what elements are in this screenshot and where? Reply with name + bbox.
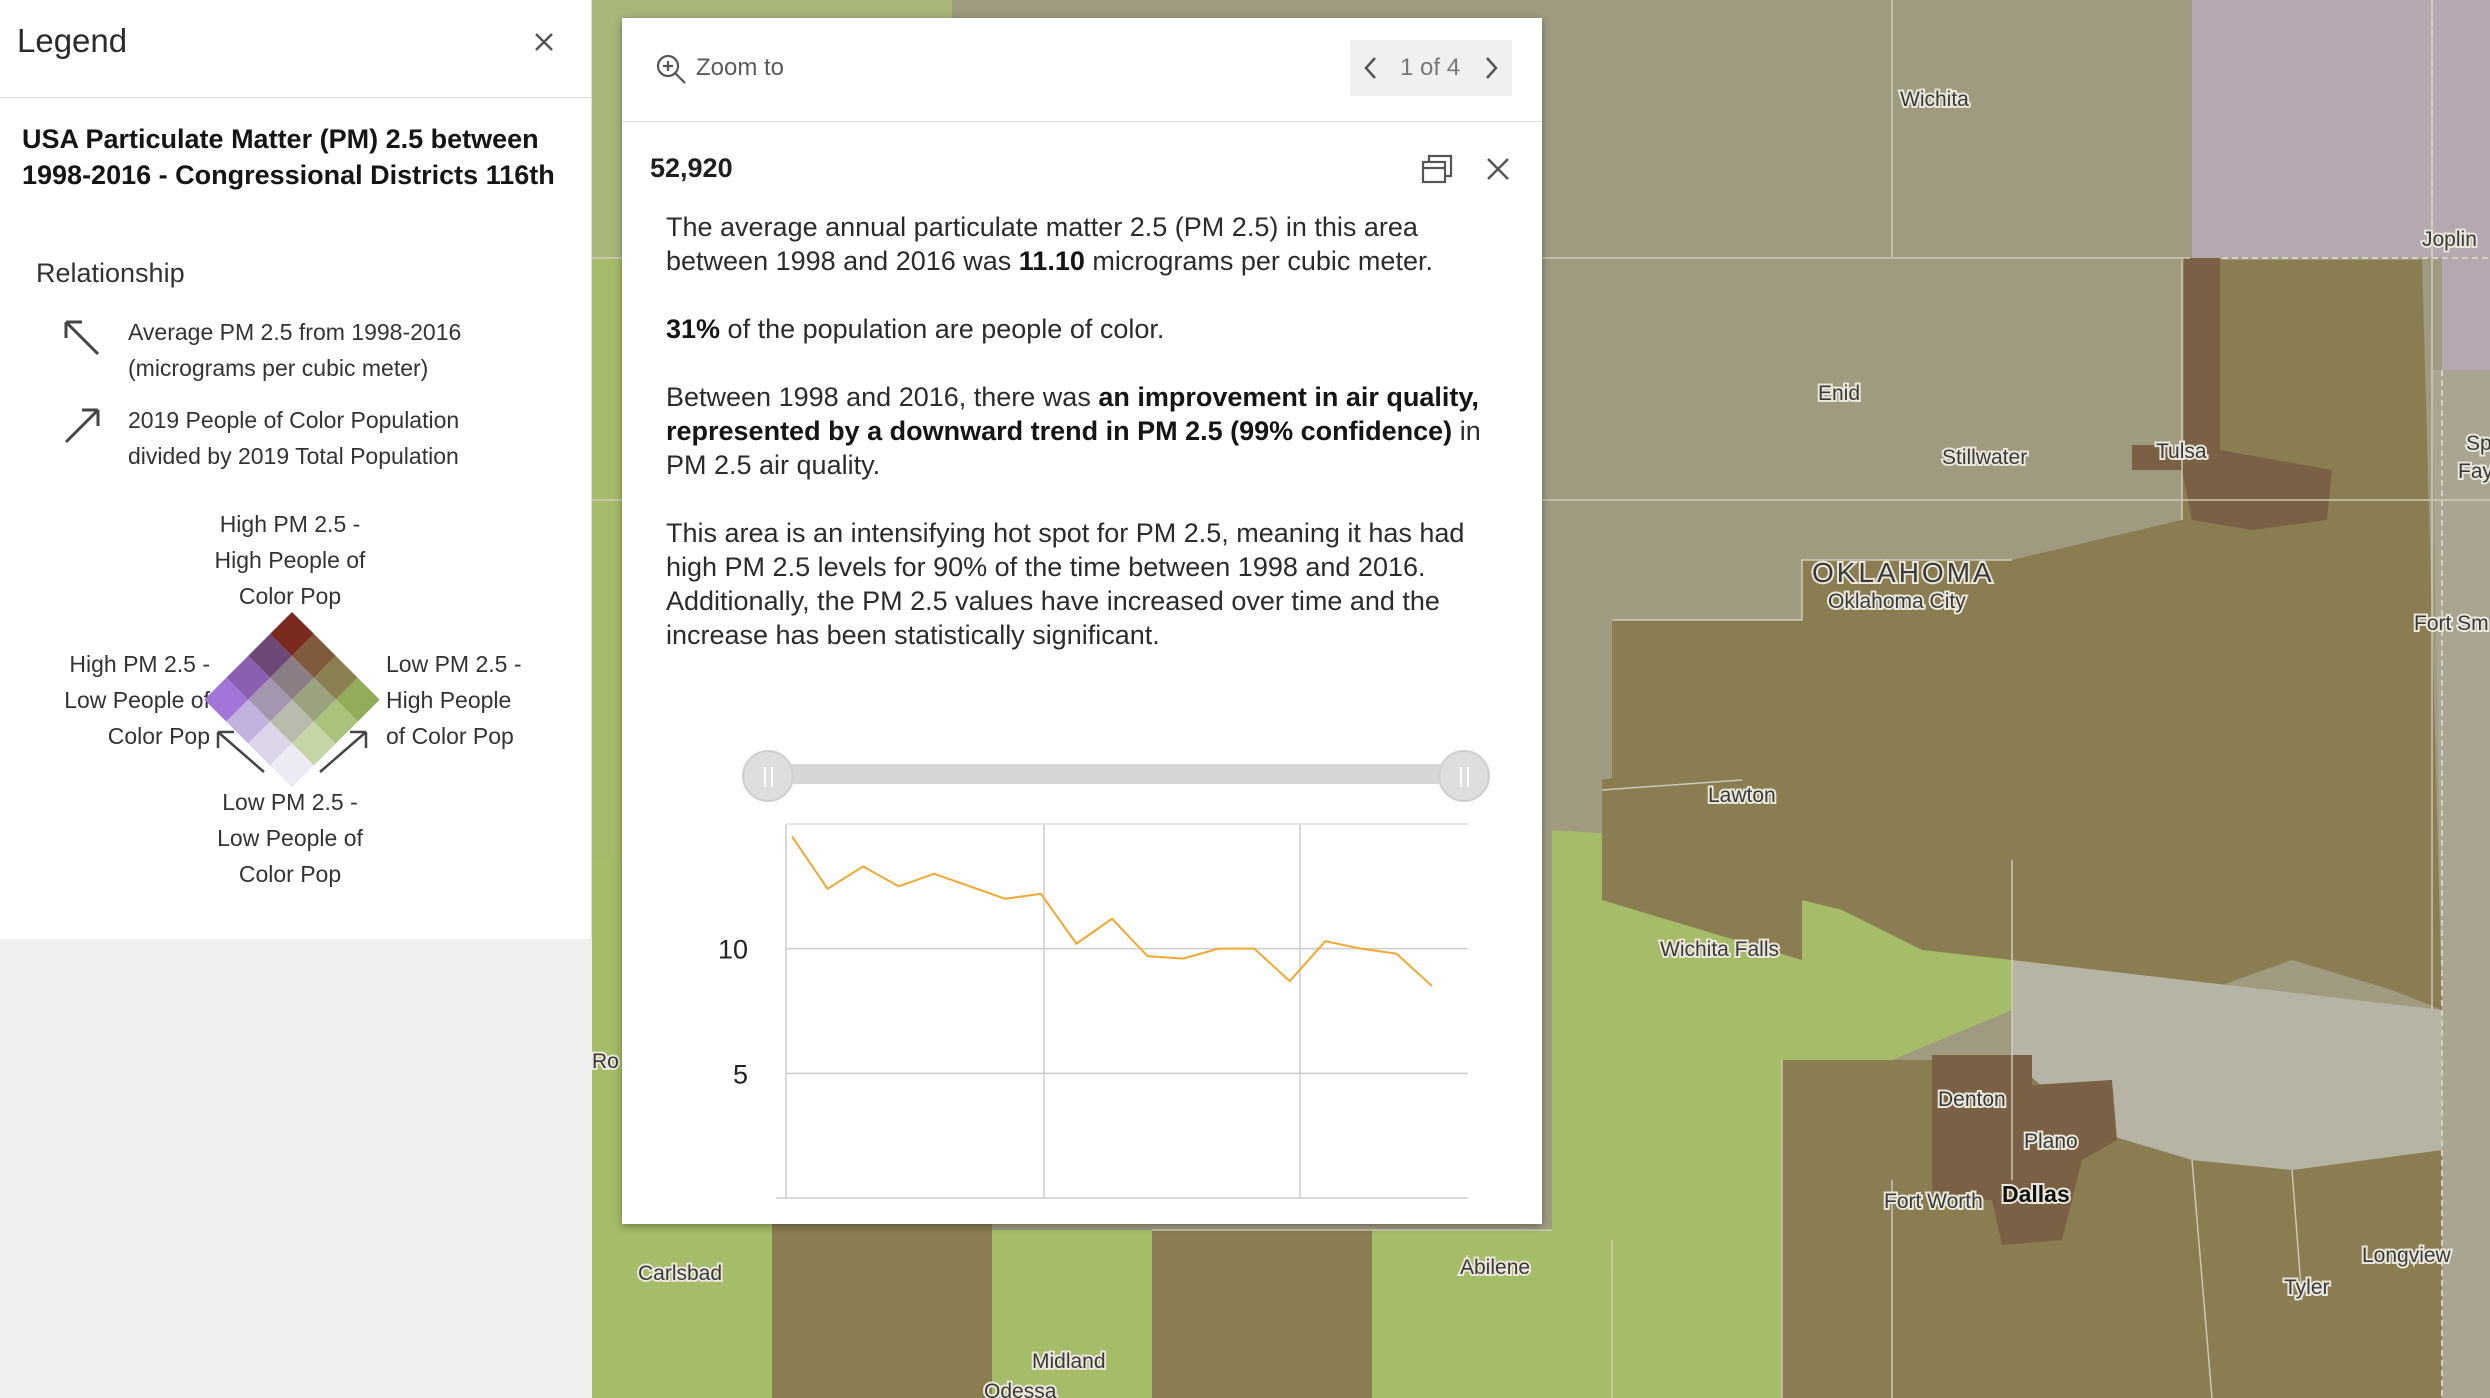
arrow-up-left-icon xyxy=(60,316,104,360)
caption-top-line: Color Pop xyxy=(160,578,420,614)
map-label-fort-worth: Fort Worth xyxy=(1884,1190,1983,1213)
legend-axis-pm: Average PM 2.5 from 1998-2016 (microgram… xyxy=(60,314,540,394)
pm25-line-chart: 5 10 xyxy=(622,798,1542,1218)
map-label-dallas: Dallas xyxy=(2002,1181,2070,1207)
axis1-line2: (micrograms per cubic meter) xyxy=(128,350,461,386)
arrow-up-right-icon xyxy=(60,404,104,448)
y-tick-label: 10 xyxy=(718,935,748,965)
close-icon[interactable] xyxy=(528,26,560,58)
caption-right-line: Low PM 2.5 - xyxy=(386,646,566,682)
caption-right-line: High People xyxy=(386,682,566,718)
caption-left-line: High PM 2.5 - xyxy=(30,646,210,682)
caption-right: Low PM 2.5 - High People of Color Pop xyxy=(386,646,566,754)
map-label-ro: Ro xyxy=(592,1050,619,1073)
dock-icon[interactable] xyxy=(1419,152,1455,186)
caption-right-line: of Color Pop xyxy=(386,718,566,754)
axis2-line2: divided by 2019 Total Population xyxy=(128,438,459,474)
bivariate-color-grid xyxy=(204,612,380,788)
map-label-sp: Sp xyxy=(2466,432,2490,455)
map-label-midland: Midland xyxy=(1032,1350,1106,1373)
p2-value: 31% xyxy=(666,314,720,344)
p3-text: Between 1998 and 2016, there was xyxy=(666,382,1098,412)
popup-toolbar: Zoom to 1 of 4 xyxy=(622,18,1542,122)
popup-paragraph-1: The average annual particulate matter 2.… xyxy=(666,210,1506,278)
caption-left-line: Color Pop xyxy=(30,718,210,754)
legend-title: Legend xyxy=(17,22,127,60)
caption-top-line: High People of xyxy=(160,542,420,578)
map-label-tyler: Tyler xyxy=(2284,1276,2330,1299)
time-slider-end-handle[interactable] xyxy=(1438,750,1490,802)
caption-left: High PM 2.5 - Low People of Color Pop xyxy=(30,646,210,754)
axis2-line1: 2019 People of Color Population xyxy=(128,402,459,438)
p1-value: 11.10 xyxy=(1019,246,1085,276)
caption-bottom-line: Low People of xyxy=(160,820,420,856)
map-label-lawton: Lawton xyxy=(1708,784,1776,807)
feature-pager: 1 of 4 xyxy=(1350,40,1512,96)
p2-text: of the population are people of color. xyxy=(720,314,1164,344)
caption-bottom-line: Color Pop xyxy=(160,856,420,892)
zoom-in-icon xyxy=(654,52,688,86)
legend-empty-area xyxy=(0,939,591,1398)
map-label-odessa: Odessa xyxy=(984,1380,1057,1398)
caption-top-line: High PM 2.5 - xyxy=(160,506,420,542)
chart-points xyxy=(792,836,1432,986)
map-label-joplin: Joplin xyxy=(2422,228,2477,251)
map-label-denton: Denton xyxy=(1938,1088,2006,1111)
zoom-to-label: Zoom to xyxy=(696,54,784,82)
time-slider-track[interactable] xyxy=(760,764,1448,784)
map-label-stillwater: Stillwater xyxy=(1942,446,2027,469)
feature-popup: Zoom to 1 of 4 52,920 The average annual… xyxy=(622,18,1542,1224)
layer-title: USA Particulate Matter (PM) 2.5 between … xyxy=(22,121,567,193)
caption-left-line: Low People of xyxy=(30,682,210,718)
map-label-oklahoma: OKLAHOMA xyxy=(1812,557,1995,588)
chevron-left-icon[interactable] xyxy=(1356,52,1386,84)
feature-title: 52,920 xyxy=(650,153,733,184)
popup-paragraph-3: Between 1998 and 2016, there was an impr… xyxy=(666,380,1506,482)
map-label-fort-smith: Fort Sm xyxy=(2414,612,2489,635)
map-label-abilene: Abilene xyxy=(1460,1256,1530,1279)
p1-text-end: micrograms per cubic meter. xyxy=(1085,246,1433,276)
chart-grid xyxy=(776,824,1468,1198)
popup-paragraph-2: 31% of the population are people of colo… xyxy=(666,312,1506,346)
map-label-wichita-falls: Wichita Falls xyxy=(1660,938,1779,961)
legend-header: Legend xyxy=(0,0,591,98)
map-label-plano: Plano xyxy=(2024,1130,2078,1153)
map-label-carlsbad: Carlsbad xyxy=(638,1262,722,1285)
legend-axis-poc: 2019 People of Color Population divided … xyxy=(60,402,540,482)
series-line xyxy=(792,836,1432,986)
axis1-line1: Average PM 2.5 from 1998-2016 xyxy=(128,314,461,350)
map-label-wichita: Wichita xyxy=(1900,88,1969,111)
y-tick-label: 5 xyxy=(733,1059,748,1089)
relationship-label: Relationship xyxy=(36,258,185,289)
map-label-longview: Longview xyxy=(2362,1244,2452,1267)
legend-panel: Legend USA Particulate Matter (PM) 2.5 b… xyxy=(0,0,592,939)
close-icon[interactable] xyxy=(1482,153,1514,185)
map-label-tulsa: Tulsa xyxy=(2156,440,2207,463)
chart-y-ticks: 5 10 xyxy=(718,935,748,1090)
caption-top: High PM 2.5 - High People of Color Pop xyxy=(160,506,420,614)
map-label-fay: Fay xyxy=(2458,460,2490,483)
pager-text: 1 of 4 xyxy=(1400,54,1460,82)
map-label-enid: Enid xyxy=(1818,382,1860,405)
popup-paragraph-4: This area is an intensifying hot spot fo… xyxy=(666,516,1506,652)
caption-bottom-line: Low PM 2.5 - xyxy=(160,784,420,820)
time-slider-start-handle[interactable] xyxy=(742,750,794,802)
map-label-oklahoma-city: Oklahoma City xyxy=(1828,590,1966,613)
chevron-right-icon[interactable] xyxy=(1476,52,1506,84)
caption-bottom: Low PM 2.5 - Low People of Color Pop xyxy=(160,784,420,892)
